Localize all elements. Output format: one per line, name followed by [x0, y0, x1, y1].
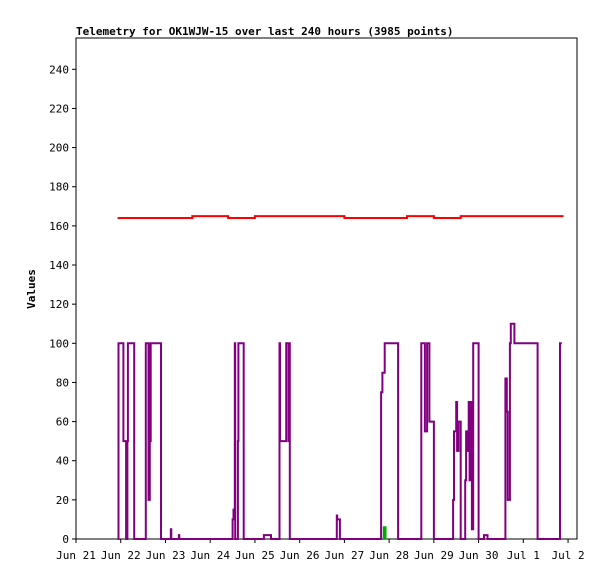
y-tick-label: 220 — [49, 102, 69, 115]
y-tick-label: 200 — [49, 142, 69, 155]
y-tick-label: 40 — [56, 455, 69, 468]
x-tick-label: Jul 2 — [551, 549, 584, 562]
x-tick-label: Jun 27 — [325, 549, 365, 562]
y-axis: 0 20 40 60 80 100 120 140 160 180 200 220 240 — [49, 63, 76, 546]
x-tick-label: Jun 22 — [101, 549, 141, 562]
y-tick-label: 0 — [62, 533, 69, 546]
plot-frame — [75, 37, 578, 540]
series-line-2 — [117, 322, 562, 540]
x-axis: Jun 21 Jun 22 Jun 23 Jun 24 Jun 25 Jun 26 Jun … — [56, 539, 585, 562]
y-tick-label: 100 — [49, 337, 69, 350]
x-tick-label: Jun 24 — [190, 549, 230, 562]
x-tick-label: Jun 26 — [280, 549, 320, 562]
y-tick-label: 180 — [49, 181, 69, 194]
y-tick-label: 120 — [49, 298, 69, 311]
x-tick-label: Jul 1 — [507, 549, 540, 562]
y-tick-label: 140 — [49, 259, 69, 272]
y-tick-label: 240 — [49, 63, 69, 76]
x-tick-label: Jun 28 — [369, 549, 409, 562]
y-tick-label: 60 — [56, 416, 69, 429]
y-tick-label: 20 — [56, 494, 69, 507]
chart-title: Telemetry for OK1WJW-15 over last 240 ho… — [76, 25, 454, 38]
y-tick-label: 160 — [49, 220, 69, 233]
x-tick-label: Jun 23 — [146, 549, 186, 562]
series-line-1 — [117, 215, 564, 219]
x-tick-label: Jun 30 — [459, 549, 499, 562]
x-tick-label: Jun 21 — [56, 549, 96, 562]
x-tick-label: Jun 29 — [414, 549, 454, 562]
y-tick-label: 80 — [56, 376, 69, 389]
series-layer — [117, 215, 564, 540]
x-tick-label: Jun 25 — [235, 549, 275, 562]
y-axis-label: Values — [25, 269, 38, 309]
series-line-3 — [382, 526, 387, 539]
